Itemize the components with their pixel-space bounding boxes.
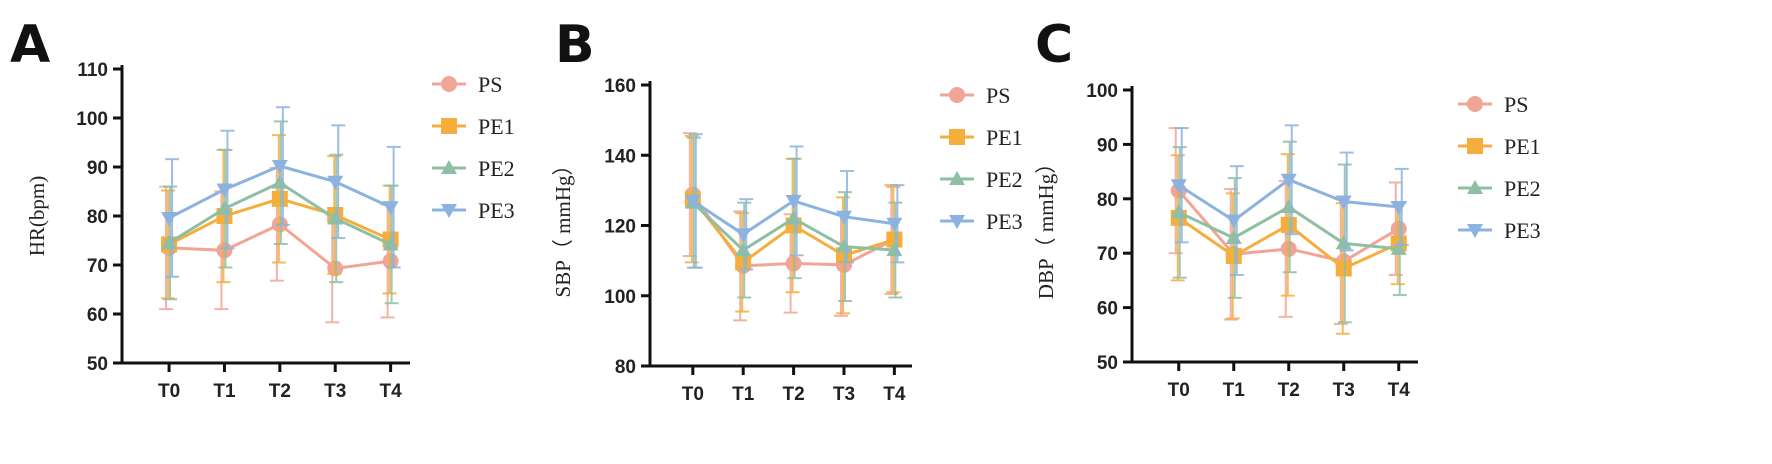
legend-label: PE2 [478, 156, 515, 181]
y-axis-label: DBP（ mmHg） [1034, 153, 1058, 299]
series-pe3 [684, 133, 905, 271]
legend-label: PE1 [478, 114, 515, 139]
y-axis-label: SBP（ mmHg） [551, 155, 575, 298]
legend: PS PE1 PE2 PE3 [432, 72, 515, 223]
data-point [886, 217, 903, 232]
x-tick-label: T4 [883, 384, 906, 405]
y-tick-label: 110 [77, 60, 108, 81]
legend-marker [441, 118, 457, 134]
legend-label: PE3 [478, 198, 515, 223]
data-point [785, 210, 802, 225]
series-pe2 [1170, 140, 1407, 324]
legend-marker [1467, 180, 1483, 194]
data-point [785, 194, 802, 209]
y-tick-label: 60 [87, 305, 108, 326]
data-point [1280, 173, 1297, 188]
data-point [271, 174, 288, 189]
x-tick-label: T4 [1388, 380, 1411, 401]
data-point [271, 160, 288, 175]
y-tick-label: 100 [1086, 81, 1118, 102]
legend: PS PE1 PE2 PE3 [940, 83, 1023, 234]
series-pe2 [161, 120, 399, 305]
legend-marker [1467, 224, 1483, 238]
data-point [1335, 195, 1352, 210]
y-tick-label: 50 [87, 354, 108, 375]
x-tick-label: T2 [783, 384, 805, 405]
legend-marker [441, 76, 457, 92]
data-point [735, 228, 752, 243]
y-tick-label: 80 [1097, 190, 1118, 211]
legend-label: PE1 [986, 125, 1023, 150]
data-point [382, 201, 399, 216]
data-point [835, 210, 852, 225]
legend-label: PE1 [1504, 134, 1541, 159]
legend-label: PE3 [986, 209, 1023, 234]
x-tick-label: T0 [682, 384, 704, 405]
legend-marker [441, 160, 457, 174]
legend-marker [949, 129, 965, 145]
y-tick-label: 80 [615, 357, 636, 378]
y-tick-label: 90 [87, 158, 108, 179]
series-pe3 [161, 106, 401, 278]
y-tick-label: 70 [1097, 244, 1118, 265]
y-tick-label: 80 [87, 207, 108, 228]
series-pe3 [1170, 124, 1409, 276]
legend-label: PS [1504, 92, 1528, 117]
y-tick-label: 100 [76, 109, 108, 130]
legend-marker [1467, 138, 1483, 154]
x-tick-label: T0 [158, 381, 180, 402]
x-tick-label: T1 [732, 384, 755, 405]
legend-marker [441, 204, 457, 218]
legend: PS PE1 PE2 PE3 [1458, 92, 1541, 243]
data-point [161, 211, 178, 226]
data-point [327, 175, 344, 190]
legend-marker [1467, 96, 1483, 112]
y-tick-label: 160 [604, 76, 636, 97]
x-tick-label: T0 [1168, 380, 1190, 401]
panel-letter: B [555, 15, 595, 75]
y-tick-label: 120 [604, 217, 636, 238]
y-tick-label: 100 [604, 287, 636, 308]
legend-label: PE2 [1504, 176, 1541, 201]
legend-label: PE3 [1504, 218, 1541, 243]
data-point [1335, 235, 1352, 250]
data-point [1390, 200, 1407, 215]
legend-marker [949, 215, 965, 229]
x-tick-label: T1 [213, 381, 236, 402]
y-tick-label: 60 [1097, 299, 1118, 320]
panel-b: B 80 100 120 140 160 T0 T1 T2 T3 T4 SBP（ mmHg） PS PE1… [551, 15, 1023, 405]
x-tick-label: T3 [833, 384, 855, 405]
data-point [1225, 214, 1242, 229]
legend-marker [949, 171, 965, 185]
data-point [1280, 198, 1297, 213]
y-axis-label: HR(bpm) [25, 176, 49, 257]
panel-letter: A [10, 15, 50, 75]
data-point [1390, 240, 1407, 255]
legend-marker [949, 87, 965, 103]
x-tick-label: T1 [1223, 380, 1246, 401]
x-tick-label: T3 [1333, 380, 1355, 401]
data-point [1170, 179, 1187, 194]
x-tick-label: T3 [324, 381, 346, 402]
legend-label: PS [986, 83, 1010, 108]
y-tick-label: 50 [1097, 353, 1118, 374]
y-tick-label: 70 [87, 256, 108, 277]
x-tick-label: T2 [1278, 380, 1300, 401]
data-point [216, 183, 233, 198]
legend-label: PE2 [986, 167, 1023, 192]
x-tick-label: T2 [269, 381, 291, 402]
y-tick-label: 90 [1097, 135, 1118, 156]
legend-label: PS [478, 72, 502, 97]
panel-letter: C [1035, 15, 1073, 75]
data-point [684, 194, 701, 209]
y-tick-label: 140 [604, 146, 636, 167]
x-tick-label: T4 [380, 381, 403, 402]
